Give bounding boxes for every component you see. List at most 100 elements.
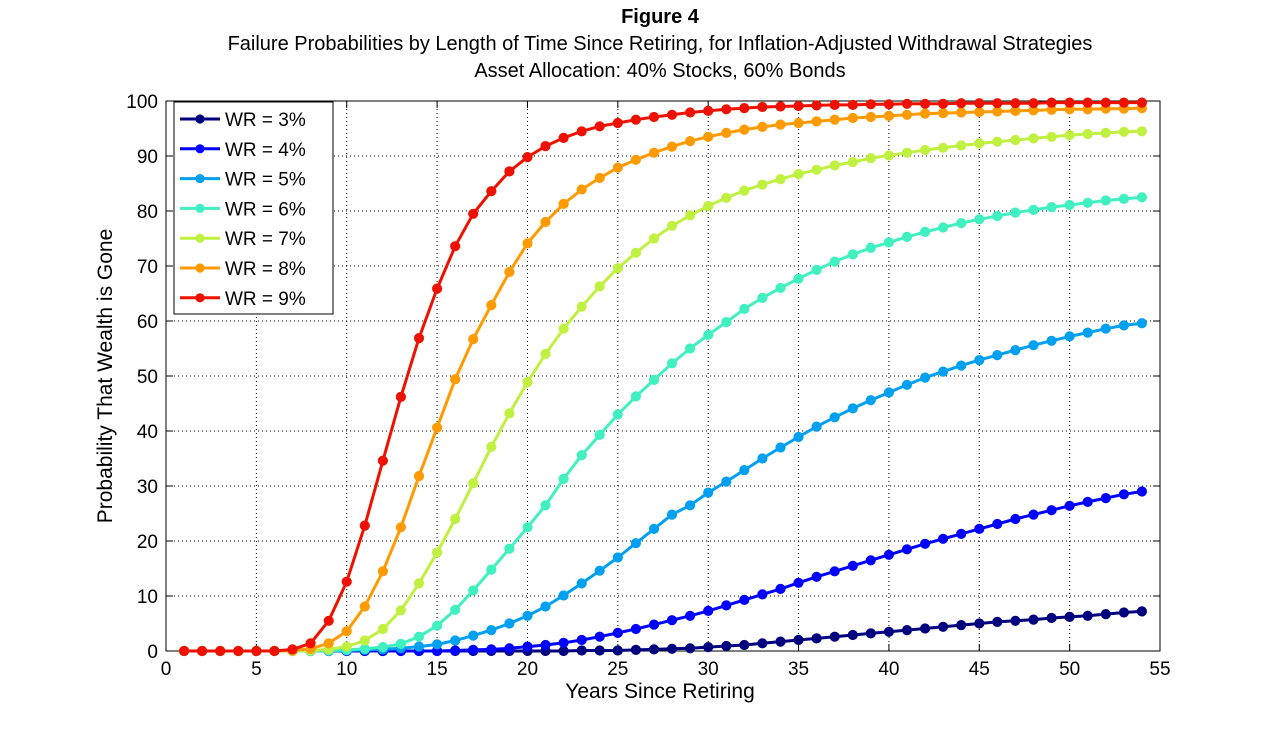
data-point bbox=[920, 144, 931, 156]
data-point bbox=[920, 108, 931, 119]
data-point bbox=[558, 590, 569, 601]
data-point bbox=[540, 639, 551, 651]
y-tick-label: 70 bbox=[137, 257, 158, 278]
data-point bbox=[1082, 128, 1093, 140]
legend-label: WR = 5% bbox=[225, 170, 306, 191]
data-point bbox=[450, 241, 461, 252]
data-point bbox=[793, 169, 804, 180]
data-point bbox=[323, 638, 334, 649]
data-point bbox=[648, 374, 660, 385]
data-point bbox=[1136, 97, 1148, 108]
data-point bbox=[757, 453, 768, 464]
x-tick-label: 25 bbox=[607, 659, 628, 680]
data-point bbox=[612, 627, 623, 639]
data-point bbox=[395, 391, 406, 402]
x-tick-label: 5 bbox=[251, 659, 262, 680]
data-point bbox=[685, 643, 696, 654]
chart-title: Figure 4 bbox=[621, 6, 700, 28]
data-point bbox=[775, 636, 786, 647]
data-point bbox=[594, 121, 605, 132]
data-point bbox=[829, 412, 840, 423]
data-point bbox=[522, 522, 533, 533]
data-point bbox=[612, 552, 623, 563]
chart-subtitle-line-1: Failure Probabilities by Length of Time … bbox=[228, 33, 1093, 55]
data-point bbox=[956, 107, 967, 118]
data-point bbox=[576, 126, 587, 137]
data-point bbox=[920, 538, 931, 549]
x-tick-label: 40 bbox=[878, 659, 899, 680]
data-point bbox=[576, 634, 587, 646]
data-point bbox=[630, 391, 642, 402]
data-point bbox=[938, 621, 949, 632]
data-point bbox=[938, 108, 949, 119]
legend-item: WR = 6% bbox=[180, 199, 306, 220]
legend-label: WR = 8% bbox=[225, 259, 306, 280]
data-point bbox=[901, 109, 913, 120]
data-point bbox=[793, 431, 804, 443]
data-point bbox=[630, 154, 642, 165]
data-point bbox=[739, 303, 750, 314]
data-point bbox=[775, 174, 786, 185]
legend-swatch-marker bbox=[195, 233, 205, 243]
data-point bbox=[811, 264, 822, 275]
legend-label: WR = 3% bbox=[225, 110, 306, 131]
data-point bbox=[1100, 323, 1111, 334]
data-point bbox=[883, 99, 895, 110]
data-point bbox=[992, 616, 1003, 628]
data-point bbox=[323, 615, 334, 626]
data-point bbox=[666, 109, 678, 120]
data-point bbox=[901, 231, 913, 242]
data-point bbox=[1064, 331, 1075, 342]
data-point bbox=[630, 538, 642, 549]
y-tick-label: 10 bbox=[137, 587, 158, 608]
data-point bbox=[377, 642, 388, 653]
y-tick-label: 90 bbox=[137, 147, 158, 168]
data-point bbox=[721, 640, 732, 652]
x-axis-label: Years Since Retiring bbox=[565, 680, 755, 703]
data-point bbox=[829, 566, 840, 577]
data-point bbox=[540, 601, 551, 612]
data-point bbox=[992, 98, 1003, 109]
data-point bbox=[1064, 199, 1075, 211]
series-7 bbox=[179, 97, 1148, 657]
data-point bbox=[1028, 614, 1039, 625]
data-point bbox=[648, 147, 660, 158]
data-point bbox=[974, 138, 985, 149]
data-point bbox=[1100, 195, 1111, 206]
data-point bbox=[793, 117, 804, 129]
data-point bbox=[504, 408, 515, 419]
data-point bbox=[1136, 486, 1148, 497]
data-point bbox=[576, 645, 587, 656]
data-point bbox=[703, 605, 714, 617]
data-point bbox=[504, 543, 515, 554]
data-point bbox=[269, 645, 280, 657]
data-point bbox=[793, 634, 804, 646]
data-point bbox=[811, 633, 822, 644]
legend-swatch-marker bbox=[195, 203, 205, 213]
data-point bbox=[233, 645, 244, 657]
data-point bbox=[413, 333, 425, 344]
data-point bbox=[685, 500, 696, 511]
data-point bbox=[395, 522, 406, 533]
data-point bbox=[811, 421, 822, 432]
data-point bbox=[413, 641, 425, 652]
data-point bbox=[450, 645, 461, 656]
data-point bbox=[594, 645, 605, 656]
data-point bbox=[1136, 318, 1148, 329]
data-point bbox=[1082, 496, 1093, 507]
data-point bbox=[522, 377, 533, 388]
data-point bbox=[775, 119, 786, 130]
data-point bbox=[883, 110, 895, 122]
data-point bbox=[847, 112, 858, 124]
data-point bbox=[1028, 509, 1039, 520]
data-point bbox=[648, 619, 660, 630]
data-point bbox=[522, 610, 533, 621]
data-point bbox=[576, 301, 587, 312]
data-point bbox=[974, 618, 985, 629]
data-point bbox=[956, 98, 967, 109]
data-point bbox=[612, 645, 623, 656]
data-point bbox=[413, 631, 425, 642]
data-point bbox=[920, 372, 931, 383]
data-point bbox=[558, 637, 569, 648]
data-point bbox=[1118, 607, 1130, 618]
